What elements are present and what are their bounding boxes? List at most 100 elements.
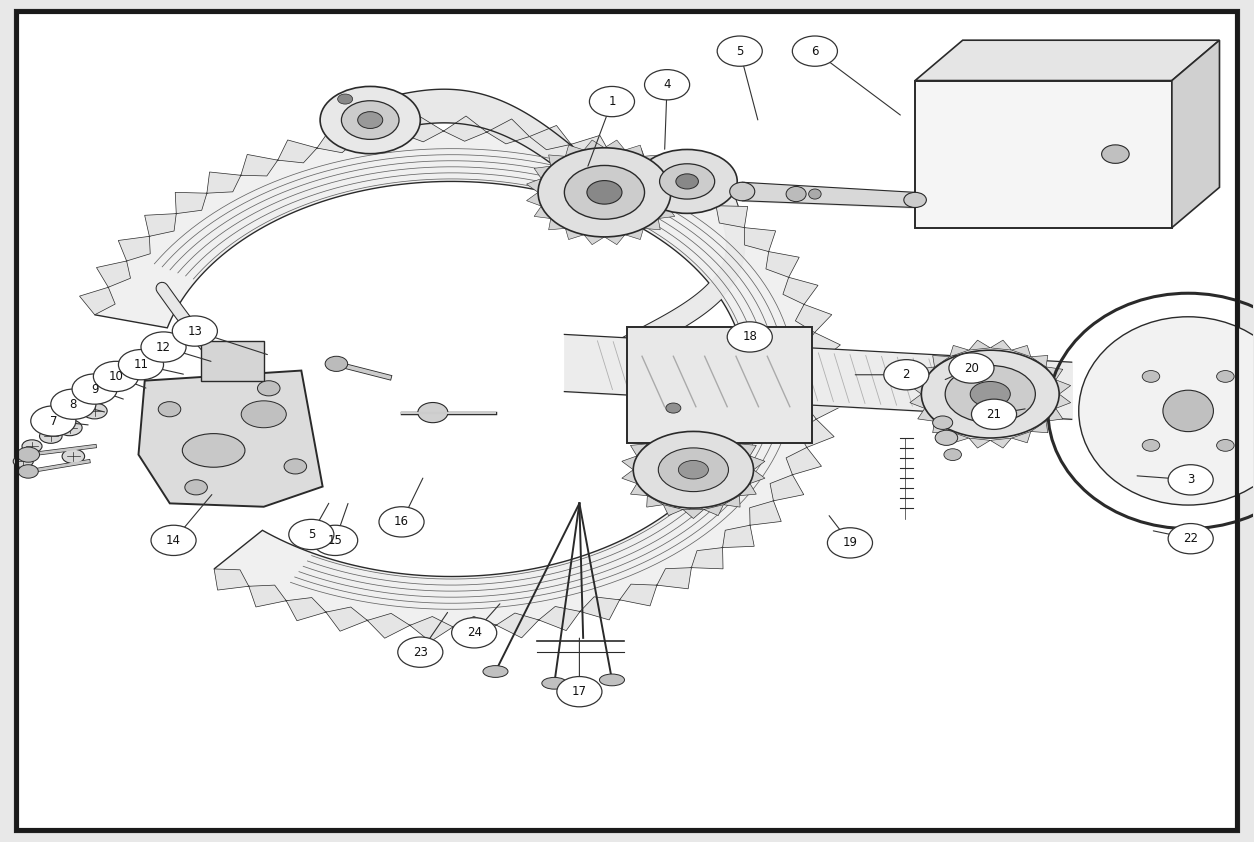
Text: 6: 6 <box>811 45 819 57</box>
Circle shape <box>172 316 217 346</box>
Polygon shape <box>991 340 1012 350</box>
Text: 4: 4 <box>663 78 671 91</box>
Ellipse shape <box>587 180 622 204</box>
Circle shape <box>793 36 838 67</box>
Ellipse shape <box>19 465 39 478</box>
Circle shape <box>150 525 196 556</box>
Polygon shape <box>604 235 624 245</box>
Circle shape <box>717 36 762 67</box>
Polygon shape <box>286 598 326 621</box>
Text: 17: 17 <box>572 685 587 698</box>
Ellipse shape <box>357 112 382 129</box>
Polygon shape <box>663 424 683 434</box>
Polygon shape <box>933 421 949 433</box>
Circle shape <box>557 676 602 706</box>
Ellipse shape <box>944 449 962 461</box>
Polygon shape <box>910 394 924 408</box>
Polygon shape <box>991 438 1012 448</box>
Polygon shape <box>795 305 831 333</box>
Polygon shape <box>657 568 691 589</box>
Circle shape <box>51 389 95 419</box>
Polygon shape <box>581 597 619 620</box>
Polygon shape <box>1031 355 1048 367</box>
Text: 23: 23 <box>413 646 428 658</box>
Polygon shape <box>444 116 487 141</box>
Polygon shape <box>359 121 400 146</box>
Polygon shape <box>1031 421 1048 433</box>
Polygon shape <box>1012 431 1031 443</box>
Polygon shape <box>910 380 924 394</box>
Text: 22: 22 <box>1184 532 1198 545</box>
Ellipse shape <box>341 101 399 140</box>
Ellipse shape <box>935 430 958 445</box>
Polygon shape <box>918 408 934 421</box>
Ellipse shape <box>1101 145 1129 163</box>
Polygon shape <box>949 431 969 443</box>
Text: 5: 5 <box>307 528 315 541</box>
Polygon shape <box>647 433 663 444</box>
Ellipse shape <box>1078 317 1254 505</box>
Polygon shape <box>317 129 359 152</box>
Ellipse shape <box>599 674 624 685</box>
Polygon shape <box>248 585 286 607</box>
Ellipse shape <box>933 416 953 429</box>
Polygon shape <box>487 119 529 144</box>
Polygon shape <box>716 205 747 227</box>
Polygon shape <box>566 145 584 157</box>
Polygon shape <box>798 419 834 447</box>
Ellipse shape <box>633 431 754 508</box>
Polygon shape <box>619 584 657 606</box>
Ellipse shape <box>23 440 43 453</box>
Polygon shape <box>1056 380 1071 394</box>
Polygon shape <box>648 165 685 186</box>
Polygon shape <box>604 140 624 150</box>
Polygon shape <box>144 214 177 237</box>
Ellipse shape <box>904 192 927 207</box>
Text: 18: 18 <box>742 330 757 344</box>
Ellipse shape <box>418 402 448 423</box>
Ellipse shape <box>61 449 84 463</box>
Ellipse shape <box>658 448 729 492</box>
Polygon shape <box>683 421 703 430</box>
Polygon shape <box>549 155 566 166</box>
Ellipse shape <box>538 148 671 237</box>
Ellipse shape <box>182 434 245 467</box>
Text: 5: 5 <box>736 45 744 57</box>
Polygon shape <box>527 179 542 192</box>
Text: 16: 16 <box>394 515 409 529</box>
Polygon shape <box>667 179 682 192</box>
Text: 20: 20 <box>964 361 979 375</box>
Text: 12: 12 <box>155 340 171 354</box>
Text: 2: 2 <box>903 368 910 381</box>
Ellipse shape <box>82 403 107 419</box>
Circle shape <box>312 525 357 556</box>
Text: 19: 19 <box>843 536 858 549</box>
Ellipse shape <box>158 402 181 417</box>
Polygon shape <box>643 219 661 230</box>
Polygon shape <box>703 504 724 515</box>
Polygon shape <box>918 367 934 380</box>
Circle shape <box>884 360 929 390</box>
Polygon shape <box>804 391 841 419</box>
Polygon shape <box>969 438 991 448</box>
Polygon shape <box>631 444 647 456</box>
Polygon shape <box>1114 354 1176 467</box>
Circle shape <box>1169 465 1213 495</box>
Ellipse shape <box>678 461 709 479</box>
Ellipse shape <box>666 403 681 413</box>
Polygon shape <box>201 341 263 381</box>
Polygon shape <box>539 606 581 631</box>
Polygon shape <box>667 192 682 206</box>
Ellipse shape <box>483 666 508 677</box>
Ellipse shape <box>1142 370 1160 382</box>
Text: 8: 8 <box>70 397 76 411</box>
Polygon shape <box>969 340 991 350</box>
Ellipse shape <box>542 677 567 689</box>
Polygon shape <box>740 444 756 456</box>
Ellipse shape <box>922 350 1060 438</box>
Ellipse shape <box>946 365 1036 423</box>
Circle shape <box>288 520 334 550</box>
Polygon shape <box>97 261 130 287</box>
Circle shape <box>118 349 163 380</box>
Polygon shape <box>534 206 551 219</box>
